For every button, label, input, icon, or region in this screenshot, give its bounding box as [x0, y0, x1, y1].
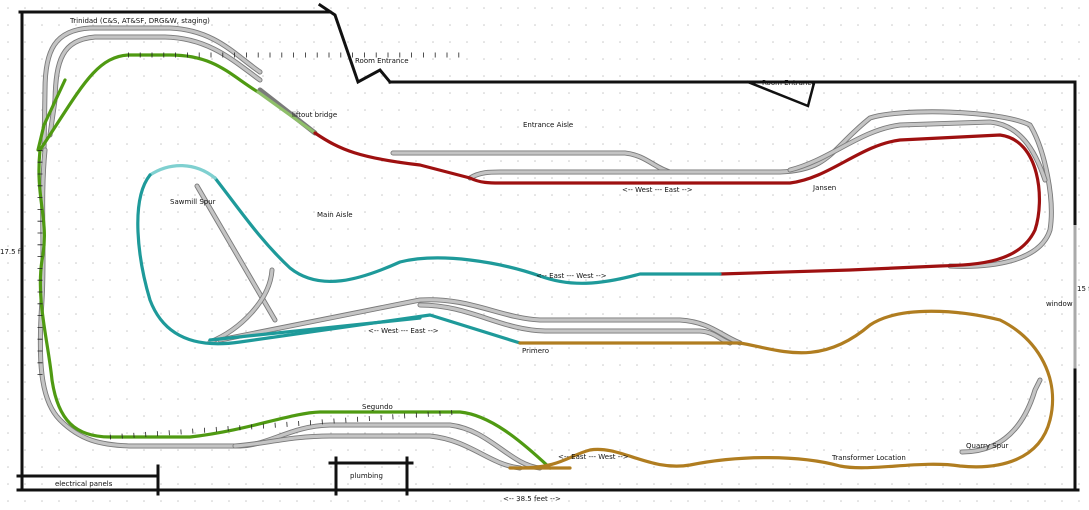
sawmill-bridge — [148, 164, 217, 180]
labels: Trinidad (C&S, AT&SF, DRG&W, staging) Ro… — [0, 17, 1089, 503]
green-mainline — [36, 52, 552, 470]
room-walls — [16, 2, 1080, 496]
plumbing-outline — [328, 456, 414, 496]
staging-label: Trinidad (C&S, AT&SF, DRG&W, staging) — [69, 17, 210, 25]
main-aisle-label: Main Aisle — [317, 211, 353, 219]
electrical-panels-outline — [16, 464, 160, 496]
room-entrance-door-2 — [746, 80, 816, 108]
liftout-bridge — [256, 90, 317, 135]
sawmill-spur-label: Sawmill Spur — [170, 198, 216, 206]
main-aisle-mainline — [213, 176, 722, 285]
red-mainline — [313, 131, 1041, 276]
primero-label: Primero — [522, 347, 549, 355]
segundo-label: Segundo — [362, 403, 393, 411]
quarry-spur-label: Quarry Spur — [966, 442, 1009, 450]
plumbing-label: plumbing — [350, 472, 383, 480]
window-label: window — [1046, 300, 1073, 308]
room-entrance-door-1 — [317, 2, 393, 85]
transformer-label: Transformer Location — [831, 454, 906, 462]
entrance-aisle-label: Entrance Aisle — [523, 121, 573, 129]
primero-lead — [208, 316, 422, 342]
room-entrance-label-2: Room Entrance — [762, 79, 816, 87]
left-dimension-label: 17.5 ft — [0, 248, 23, 256]
width-dimension-label: <-- 38.5 feet --> — [503, 495, 561, 503]
primero-mainline — [518, 309, 1055, 470]
jansen-mainline — [313, 131, 1041, 276]
jansen-label: Jansen — [812, 184, 836, 192]
segundo-mainline — [37, 53, 552, 470]
primero-direction-label: <-- West --- East --> — [368, 327, 439, 335]
sawmill-loop — [136, 173, 522, 346]
teal-mainline — [136, 164, 722, 346]
main-direction-label: <-- East --- West --> — [536, 272, 607, 280]
room-entrance-label-1: Room Entrance — [355, 57, 409, 65]
right-dimension-label: 15 ft — [1077, 285, 1089, 293]
electrical-panels-label: electrical panels — [55, 480, 113, 488]
liftout-bridge-label: liftout bridge — [292, 111, 337, 119]
jansen-direction-label: <-- West --- East --> — [622, 186, 693, 194]
brown-mainline — [508, 309, 1055, 470]
staging-lead — [36, 78, 67, 152]
segundo-direction-label: <-- East --- West --> — [558, 453, 629, 461]
